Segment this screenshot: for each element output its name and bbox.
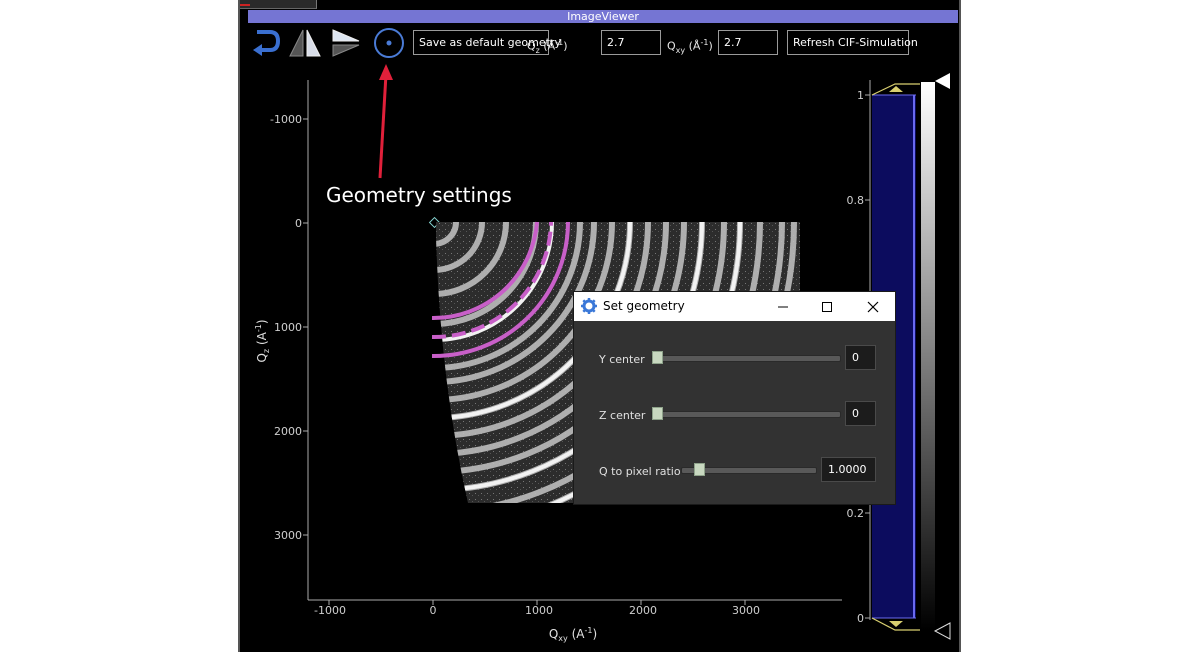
flip-horizontal-icon[interactable] (288, 26, 322, 60)
q-to-pixel-ratio-value[interactable]: 1.0000 (821, 457, 876, 482)
z-center-value[interactable]: 0 (845, 401, 876, 426)
max-level-handle[interactable] (935, 73, 950, 89)
annotation-text: Geometry settings (326, 183, 512, 207)
qz-label: Qz (Å-1) (527, 38, 568, 55)
dialog-titlebar[interactable]: Set geometry (574, 292, 895, 321)
z-center-label: Z center (599, 409, 646, 422)
q-to-pixel-ratio-slider-thumb[interactable] (694, 463, 705, 476)
undo-icon[interactable] (248, 26, 282, 60)
x-tick-label: -1000 (314, 604, 346, 617)
y-center-slider-thumb[interactable] (652, 351, 663, 364)
x-tick-label: 0 (430, 604, 437, 617)
minimize-icon[interactable] (772, 296, 794, 318)
set-geometry-dialog: Set geometry Y center 0 Z center 0 Q to … (573, 291, 896, 505)
histogram-tick-label: 0.2 (847, 507, 865, 520)
annotation-arrow (378, 64, 393, 179)
window-title: ImageViewer (248, 10, 958, 23)
histogram-tick-label: 0.8 (847, 194, 865, 207)
z-center-slider-thumb[interactable] (652, 407, 663, 420)
y-tick-label: 3000 (274, 529, 302, 542)
y-tick-label: 2000 (274, 425, 302, 438)
q-to-pixel-ratio-slider[interactable] (681, 467, 817, 474)
gear-icon (581, 298, 597, 314)
z-center-slider[interactable] (651, 411, 841, 418)
previous-window-tab[interactable] (240, 0, 317, 9)
x-tick-label: 2000 (629, 604, 657, 617)
maximize-icon[interactable] (816, 296, 838, 318)
min-level-handle[interactable] (933, 622, 951, 640)
y-center-slider[interactable] (651, 355, 841, 362)
geometry-settings-icon[interactable] (372, 26, 406, 60)
q-to-pixel-ratio-label: Q to pixel ratio (599, 465, 681, 478)
y-center-label: Y center (599, 353, 645, 366)
refresh-cif-simulation-button[interactable]: Refresh CIF-Simulation (787, 30, 918, 55)
plot-axes (303, 80, 842, 605)
flip-vertical-icon[interactable] (329, 26, 363, 60)
histogram-tick-labels: 1 0.8 0.2 0 (847, 89, 865, 625)
y-tick-label: 0 (295, 217, 302, 230)
gradient-bar[interactable] (921, 82, 935, 630)
x-tick-label: 1000 (525, 604, 553, 617)
dialog-title: Set geometry (603, 299, 685, 313)
x-axis-tick-labels: -1000 0 1000 2000 3000 (314, 604, 760, 617)
x-axis-label: Qxy (A-1) (549, 626, 597, 643)
x-tick-label: 3000 (732, 604, 760, 617)
histogram-tick-label: 1 (857, 89, 864, 102)
save-default-geometry-button[interactable]: Save as default geometry (413, 30, 561, 55)
y-center-value[interactable]: 0 (845, 345, 876, 370)
y-axis-label: Qz (A-1) (254, 319, 271, 362)
qz-input[interactable]: 2.7 (601, 30, 661, 55)
histogram-tick-label: 0 (857, 612, 864, 625)
cif-simulation-rings (431, 221, 570, 359)
y-axis-tick-labels: -1000 0 1000 2000 3000 (270, 113, 302, 542)
y-tick-label: -1000 (270, 113, 302, 126)
qxy-label: Qxy (Å-1) (667, 38, 713, 55)
y-tick-label: 1000 (274, 321, 302, 334)
qxy-input[interactable]: 2.7 (718, 30, 778, 55)
close-icon[interactable] (862, 296, 884, 318)
